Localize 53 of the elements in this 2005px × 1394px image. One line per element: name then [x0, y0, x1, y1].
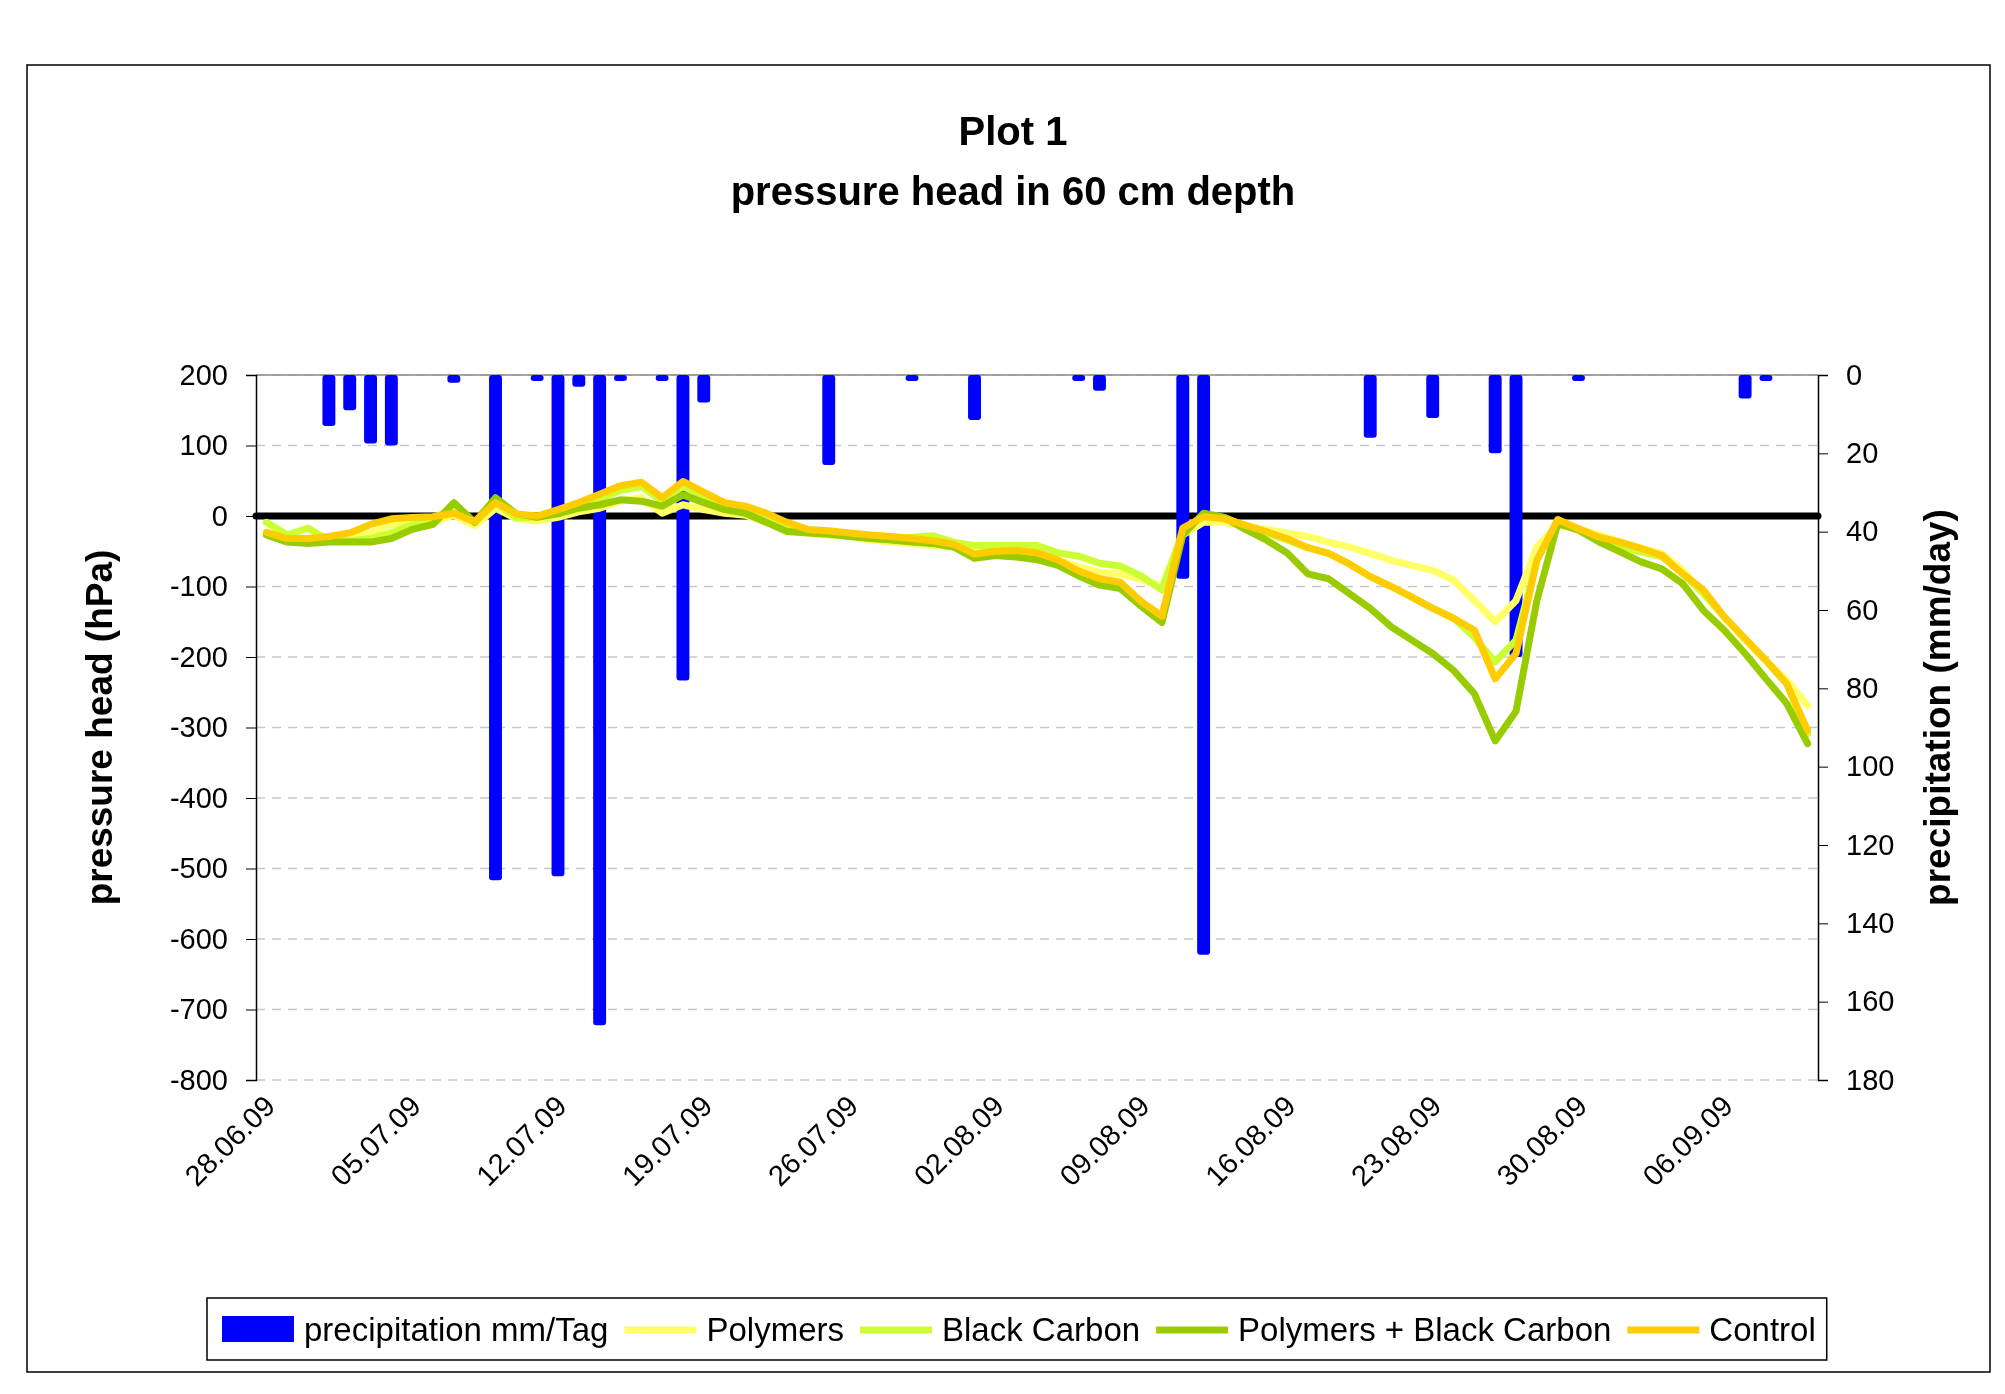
bar [447, 375, 461, 383]
chart-title: Plot 1 [958, 109, 1068, 153]
bar [1426, 375, 1440, 419]
y-tick-label: 0 [211, 499, 228, 532]
y-tick-label: -600 [169, 922, 228, 955]
y2-tick-label: 80 [1846, 672, 1879, 705]
y-tick-label: -500 [169, 852, 228, 885]
y-tick-label: -400 [169, 781, 228, 814]
y-tick-label: -300 [169, 711, 228, 744]
bar [551, 375, 565, 877]
bar [822, 375, 836, 466]
y2-tick-label: 120 [1846, 828, 1895, 861]
y-axis-title: pressure head (hPa) [79, 549, 120, 906]
y-tick-label: -200 [169, 640, 228, 673]
y2-axis-title: precipitation (mm/day) [1917, 509, 1958, 906]
y2-tick-label: 60 [1846, 593, 1879, 626]
bar [614, 375, 627, 381]
bar [676, 375, 690, 681]
bar [1363, 375, 1377, 438]
bar [593, 375, 607, 1026]
y2-tick-label: 180 [1846, 1063, 1895, 1096]
bar [530, 375, 544, 381]
bar [343, 375, 357, 411]
bar [572, 375, 586, 387]
y2-tick-label: 20 [1846, 437, 1879, 470]
y2-tick-label: 160 [1846, 985, 1895, 1018]
y-tick-label: -700 [169, 993, 228, 1026]
legend-label: precipitation mm/Tag [304, 1311, 609, 1348]
y-tick-label: 200 [179, 358, 228, 391]
bar [968, 375, 981, 421]
legend-label: Black Carbon [942, 1311, 1141, 1348]
bar [1197, 375, 1211, 955]
bar [1738, 375, 1752, 399]
bar [384, 375, 398, 446]
y-tick-label: -800 [169, 1063, 228, 1096]
bar [1572, 375, 1585, 381]
y2-tick-label: 100 [1846, 750, 1895, 783]
bar [1093, 375, 1106, 391]
legend-label: Polymers [706, 1311, 844, 1348]
y-tick-label: -100 [169, 570, 228, 603]
bar [322, 375, 336, 426]
legend-label: Control [1709, 1311, 1816, 1348]
y2-tick-label: 40 [1846, 515, 1879, 548]
chart-subtitle: pressure head in 60 cm depth [730, 169, 1296, 213]
y-tick-label: 100 [179, 429, 228, 462]
bar [1072, 375, 1086, 381]
bar [364, 375, 377, 444]
y2-tick-label: 140 [1846, 907, 1895, 940]
bar [489, 375, 502, 881]
legend-label: Polymers + Black Carbon [1238, 1311, 1612, 1348]
y2-tick-label: 0 [1846, 358, 1863, 391]
bar [697, 375, 711, 403]
bar [1488, 375, 1502, 454]
